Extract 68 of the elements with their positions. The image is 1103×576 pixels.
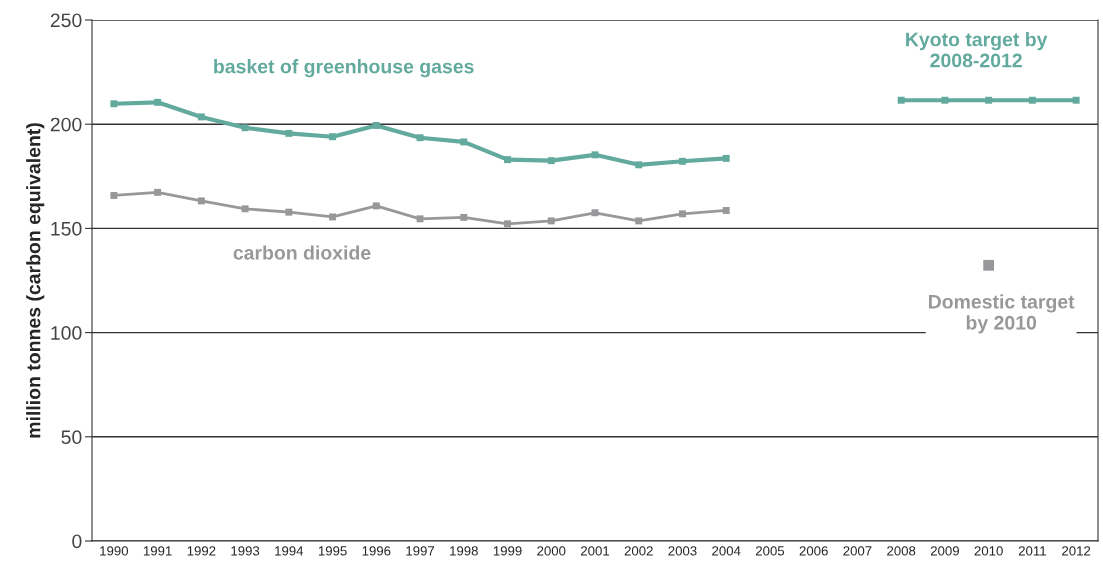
point (635, 161, 643, 169)
x-tick-label: 2009 (930, 546, 959, 556)
point (285, 129, 293, 137)
y-tick-label: 150 (51, 221, 82, 236)
point (722, 207, 730, 214)
point (983, 259, 995, 271)
point (241, 205, 249, 213)
point (679, 157, 686, 165)
series-label: basket of greenhouse gases (214, 59, 474, 78)
series-label: carbon dioxide (233, 245, 371, 260)
point (154, 188, 162, 196)
point (1072, 96, 1080, 104)
point (416, 134, 424, 142)
x-tick-label: 2001 (580, 546, 610, 556)
point (197, 197, 205, 205)
point (372, 202, 380, 210)
x-tick-label: 2007 (843, 546, 872, 556)
point (985, 96, 993, 104)
y-tick-label: 200 (50, 117, 82, 132)
point (241, 124, 249, 132)
point (329, 133, 337, 141)
point (547, 157, 555, 165)
point (547, 217, 555, 225)
x-tick-label: 2010 (974, 546, 1003, 556)
point (416, 215, 424, 223)
point (285, 208, 293, 216)
x-tick-label: 2012 (1062, 546, 1091, 556)
point (679, 210, 686, 218)
x-tick-label: 1995 (318, 546, 347, 556)
x-tick-label: 1996 (362, 546, 391, 556)
point (110, 100, 118, 108)
x-tick-label: 2005 (755, 546, 785, 556)
y-tick-label: 0 (72, 534, 82, 549)
x-tick-label: 1999 (493, 546, 522, 556)
point (941, 96, 949, 104)
x-tick-label: 1998 (450, 546, 478, 556)
x-tick-label: 2008 (887, 546, 916, 556)
series-label: Kyoto target by 2008-2012 (906, 32, 1048, 68)
x-tick-label: 1990 (100, 546, 129, 556)
x-tick-label: 1997 (406, 546, 435, 556)
point (372, 121, 380, 129)
point (154, 98, 162, 106)
x-tick-label: 2011 (1018, 546, 1046, 556)
point (722, 154, 730, 162)
x-tick-label: 1994 (275, 546, 304, 556)
x-tick-label: 1992 (187, 546, 216, 556)
x-tick-label: 2004 (712, 546, 741, 556)
point (504, 156, 511, 164)
x-tick-label: 1991 (143, 546, 172, 556)
y-tick-label: 50 (61, 430, 82, 445)
x-tick-label: 2006 (799, 546, 828, 556)
x-tick-label: 2003 (668, 546, 697, 556)
y-tick-label: 250 (50, 13, 82, 28)
x-tick-label: 2002 (624, 546, 653, 556)
point (110, 192, 118, 199)
y-axis-title: million tonnes (carbon equivalent) (26, 123, 45, 438)
point (897, 96, 905, 104)
x-tick-label: 1993 (231, 546, 260, 556)
y-tick-label: 100 (51, 326, 82, 340)
point (1028, 96, 1036, 104)
point (329, 213, 337, 221)
point (460, 213, 468, 221)
point (504, 220, 511, 228)
x-tick-label: 2000 (537, 546, 566, 556)
point (197, 113, 205, 121)
point (460, 138, 468, 146)
text: Domestic target by 2010 (928, 294, 1075, 334)
point (635, 217, 643, 225)
